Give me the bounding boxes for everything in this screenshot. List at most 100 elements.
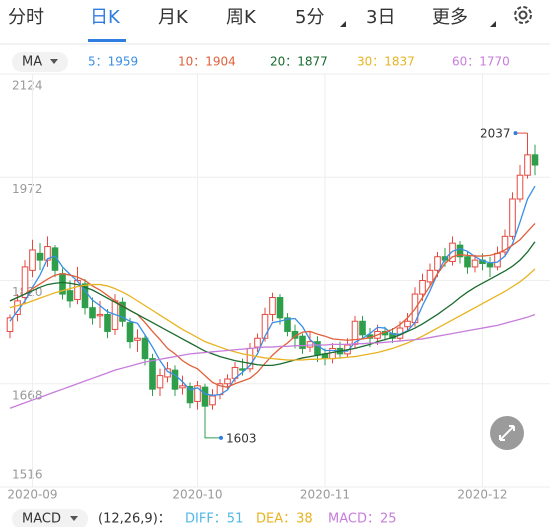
candle-body — [134, 337, 141, 341]
tab[interactable]: 3日 — [366, 7, 395, 28]
candle-body — [501, 235, 509, 253]
macd-value: MACD：25 — [328, 512, 397, 527]
legend-entry: 10：1904 — [178, 55, 236, 69]
high-label: 2037 — [480, 127, 511, 141]
settings-icon[interactable] — [514, 6, 532, 24]
candle-body — [171, 369, 179, 390]
candle-body — [29, 249, 36, 271]
candle-body — [6, 317, 14, 332]
dropdown-caret — [70, 516, 78, 521]
candle — [359, 315, 366, 339]
legend-entry: 20：1877 — [270, 55, 328, 69]
candle-body — [404, 320, 411, 328]
candle — [404, 313, 411, 332]
candle-body — [471, 259, 479, 268]
candle-body — [434, 256, 441, 271]
ma-dropdown-label: MA — [22, 55, 42, 70]
candle — [201, 383, 209, 428]
candle — [119, 297, 126, 327]
candle-body — [81, 283, 89, 309]
candle — [209, 389, 216, 410]
active-tab-underline — [88, 39, 126, 42]
candle — [134, 329, 141, 352]
candle — [501, 229, 509, 257]
tab[interactable]: 分时 — [8, 7, 44, 28]
tab[interactable]: 周K — [226, 7, 257, 28]
x-tick-label: 2020-09 — [7, 488, 57, 502]
plot: 151616681820197221242020-092020-102020-1… — [0, 73, 550, 502]
candle-body — [96, 313, 104, 317]
candle-body — [209, 395, 216, 406]
tab[interactable]: 更多 — [432, 7, 468, 28]
high-dot — [513, 131, 518, 136]
candle-body — [509, 198, 516, 237]
candle-body — [186, 385, 194, 404]
candle — [471, 254, 479, 273]
candle-body — [21, 266, 29, 298]
candle — [254, 333, 261, 352]
candle — [66, 280, 74, 308]
candle-body — [194, 385, 201, 402]
candle — [456, 241, 464, 264]
candle-body — [254, 337, 261, 348]
candle-body — [126, 322, 134, 343]
candle — [21, 260, 29, 305]
y-tick-label: 1972 — [12, 182, 43, 196]
candle-body — [156, 375, 164, 389]
candle — [141, 334, 149, 366]
candle — [104, 309, 111, 339]
candle-body — [299, 335, 306, 349]
expand-icon — [499, 425, 515, 441]
candle-body — [276, 296, 284, 319]
candle — [171, 365, 179, 396]
candle-body — [351, 320, 359, 345]
candle-body — [419, 280, 426, 295]
candle-body — [359, 320, 366, 336]
candle-body — [486, 263, 494, 268]
ma-dropdown[interactable] — [12, 52, 68, 72]
candle — [126, 317, 134, 349]
candle-body — [179, 385, 186, 389]
candle — [524, 133, 531, 179]
candle — [186, 382, 194, 409]
candle — [6, 314, 14, 339]
legend-entry: 60：1770 — [452, 55, 510, 69]
candle — [276, 294, 284, 325]
macd-diff: DIFF：51 — [185, 512, 243, 527]
ma-line — [9, 185, 536, 396]
candle-body — [284, 317, 291, 332]
candle — [299, 333, 306, 354]
gear-inner — [518, 10, 528, 20]
tab[interactable]: 日K — [90, 7, 121, 28]
ma-line — [9, 268, 536, 361]
candle-body — [36, 252, 44, 261]
candle-body — [456, 244, 464, 258]
candle-body — [149, 358, 156, 390]
x-tick-label: 2020-10 — [172, 488, 222, 502]
y-tick-label: 1516 — [12, 468, 43, 482]
low-dot — [219, 435, 223, 440]
candle — [156, 368, 164, 396]
tab[interactable]: 5分 — [295, 7, 324, 28]
ma-line — [9, 241, 536, 367]
macd-dea: DEA：38 — [256, 512, 313, 527]
low-leader — [204, 427, 221, 439]
candle-body — [269, 296, 276, 315]
ma-line — [9, 223, 536, 388]
candle-body — [104, 313, 111, 332]
legend-entry: 30：1837 — [357, 55, 415, 69]
candle — [306, 331, 314, 352]
candle-body — [119, 301, 126, 322]
candle — [194, 381, 201, 410]
candle-body — [66, 290, 74, 302]
tab[interactable]: 月K — [158, 7, 189, 28]
candle-body — [516, 174, 524, 200]
low-label: 1603 — [226, 431, 257, 445]
candle — [29, 239, 36, 278]
x-tick-label: 2020-11 — [300, 488, 350, 502]
candle — [284, 313, 291, 337]
macd-dropdown[interactable] — [12, 509, 88, 527]
gear-outer — [514, 6, 532, 24]
